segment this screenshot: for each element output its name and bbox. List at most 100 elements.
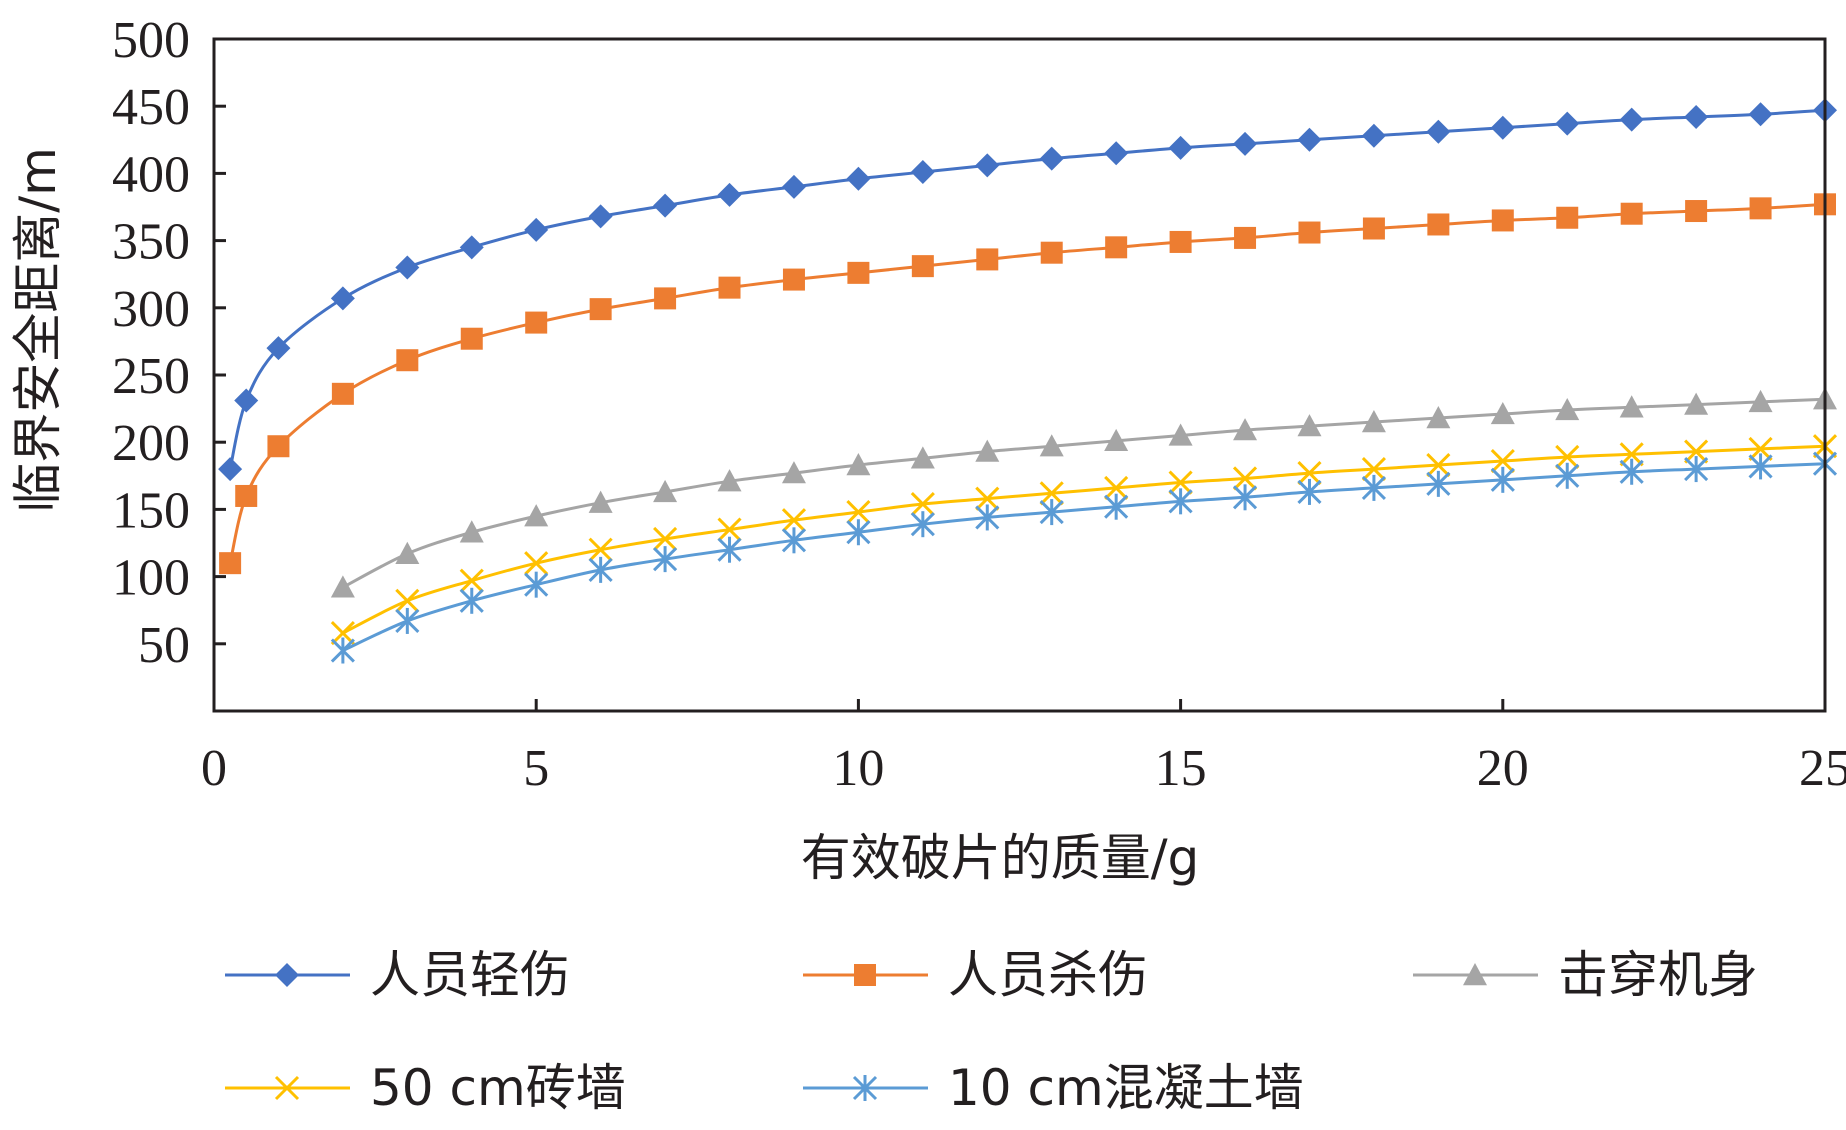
data-point [846, 500, 871, 525]
data-point [1232, 466, 1258, 491]
data-point [330, 286, 355, 311]
data-point [266, 336, 291, 361]
data-point [1234, 226, 1257, 249]
marker-stroke [330, 620, 355, 646]
y-tick-label: 100 [112, 550, 190, 607]
data-point [1168, 135, 1193, 160]
x-tick-label: 0 [201, 740, 227, 797]
data-point [395, 255, 420, 280]
data-point [219, 552, 242, 575]
data-point [234, 388, 259, 413]
data-point [1232, 484, 1258, 511]
data-point [1426, 406, 1451, 429]
marker-stroke [1104, 475, 1129, 500]
x-tick-label: 15 [1155, 740, 1207, 797]
x-axis-title: 有效破片的质量/g [801, 829, 1200, 887]
marker-stroke [1297, 461, 1322, 486]
data-point [1168, 470, 1193, 495]
data-point [653, 479, 678, 503]
legend-label: 50 cm砖墙 [370, 1059, 626, 1117]
legend-item: 10 cm混凝土墙 [803, 1059, 1304, 1117]
data-point [524, 551, 549, 576]
data-point [1040, 241, 1063, 264]
data-point [396, 349, 419, 372]
data-point [459, 235, 484, 260]
legend-item: 击穿机身 [1413, 946, 1758, 1004]
legend-marker [854, 964, 876, 986]
marker-stroke [1232, 466, 1258, 491]
data-point [975, 153, 1000, 178]
data-point [1361, 457, 1386, 482]
series-1 [219, 193, 1836, 575]
data-point [218, 457, 243, 482]
data-point [1039, 481, 1064, 506]
data-point [910, 491, 935, 517]
y-tick-label: 450 [112, 79, 190, 136]
series-line [342, 444, 1826, 635]
data-point [846, 453, 871, 476]
data-point [1105, 236, 1128, 259]
data-point [395, 607, 420, 634]
data-point [1361, 123, 1386, 148]
legend-label: 击穿机身 [1558, 946, 1758, 1004]
data-point [1361, 474, 1386, 501]
data-point [1556, 206, 1579, 229]
data-point [1362, 217, 1385, 240]
data-point [459, 520, 484, 543]
plot-area [218, 98, 1838, 664]
legend-label: 人员轻伤 [370, 946, 570, 1004]
x-tick-label: 10 [832, 740, 884, 797]
series-2 [330, 387, 1837, 598]
data-point [1297, 414, 1322, 437]
data-point [1039, 146, 1064, 171]
data-point [1168, 488, 1193, 515]
series-0 [218, 98, 1837, 482]
data-point [717, 469, 742, 492]
data-point [717, 517, 742, 542]
data-point [1619, 395, 1644, 418]
data-point [718, 276, 741, 299]
data-point [1619, 107, 1644, 132]
data-point [525, 311, 548, 334]
y-tick-label: 350 [112, 214, 190, 271]
data-point [1620, 202, 1643, 225]
marker-stroke [1361, 457, 1386, 482]
data-point [1748, 436, 1773, 461]
data-point [1490, 448, 1515, 474]
legend-label: 10 cm混凝土墙 [948, 1059, 1304, 1117]
data-point [1490, 115, 1515, 140]
series-3 [330, 434, 1838, 646]
data-point [1426, 452, 1451, 478]
legend-label: 人员杀伤 [948, 946, 1148, 1004]
series-line [228, 202, 1826, 564]
marker-stroke [975, 486, 1000, 511]
data-point [1555, 462, 1580, 489]
series-line [342, 462, 1826, 652]
marker-stroke [1039, 481, 1064, 506]
data-point [1297, 478, 1322, 505]
marker-stroke [1619, 442, 1644, 467]
data-point [975, 486, 1000, 511]
marker-stroke [1748, 436, 1773, 461]
plot-frame [212, 37, 1827, 713]
data-point [1426, 119, 1451, 144]
data-point [653, 193, 678, 218]
x-tick-label: 5 [523, 740, 549, 797]
data-point [1169, 230, 1192, 253]
data-point [1298, 221, 1321, 244]
legend-item: 人员杀伤 [803, 946, 1148, 1004]
data-point [1233, 418, 1258, 441]
data-point [910, 511, 935, 538]
x-tick-label: 25 [1799, 740, 1846, 797]
legend: 人员轻伤 人员杀伤 击穿机身 50 cm砖墙 10 cm混凝土墙 [225, 946, 1758, 1117]
data-point [654, 287, 677, 310]
data-point [524, 217, 549, 242]
data-point [1297, 127, 1322, 152]
y-tick-label: 50 [138, 617, 190, 674]
marker-stroke [653, 526, 678, 552]
data-point [846, 166, 871, 191]
series-line [228, 108, 1826, 470]
data-point [717, 182, 742, 207]
marker-stroke [524, 551, 549, 576]
